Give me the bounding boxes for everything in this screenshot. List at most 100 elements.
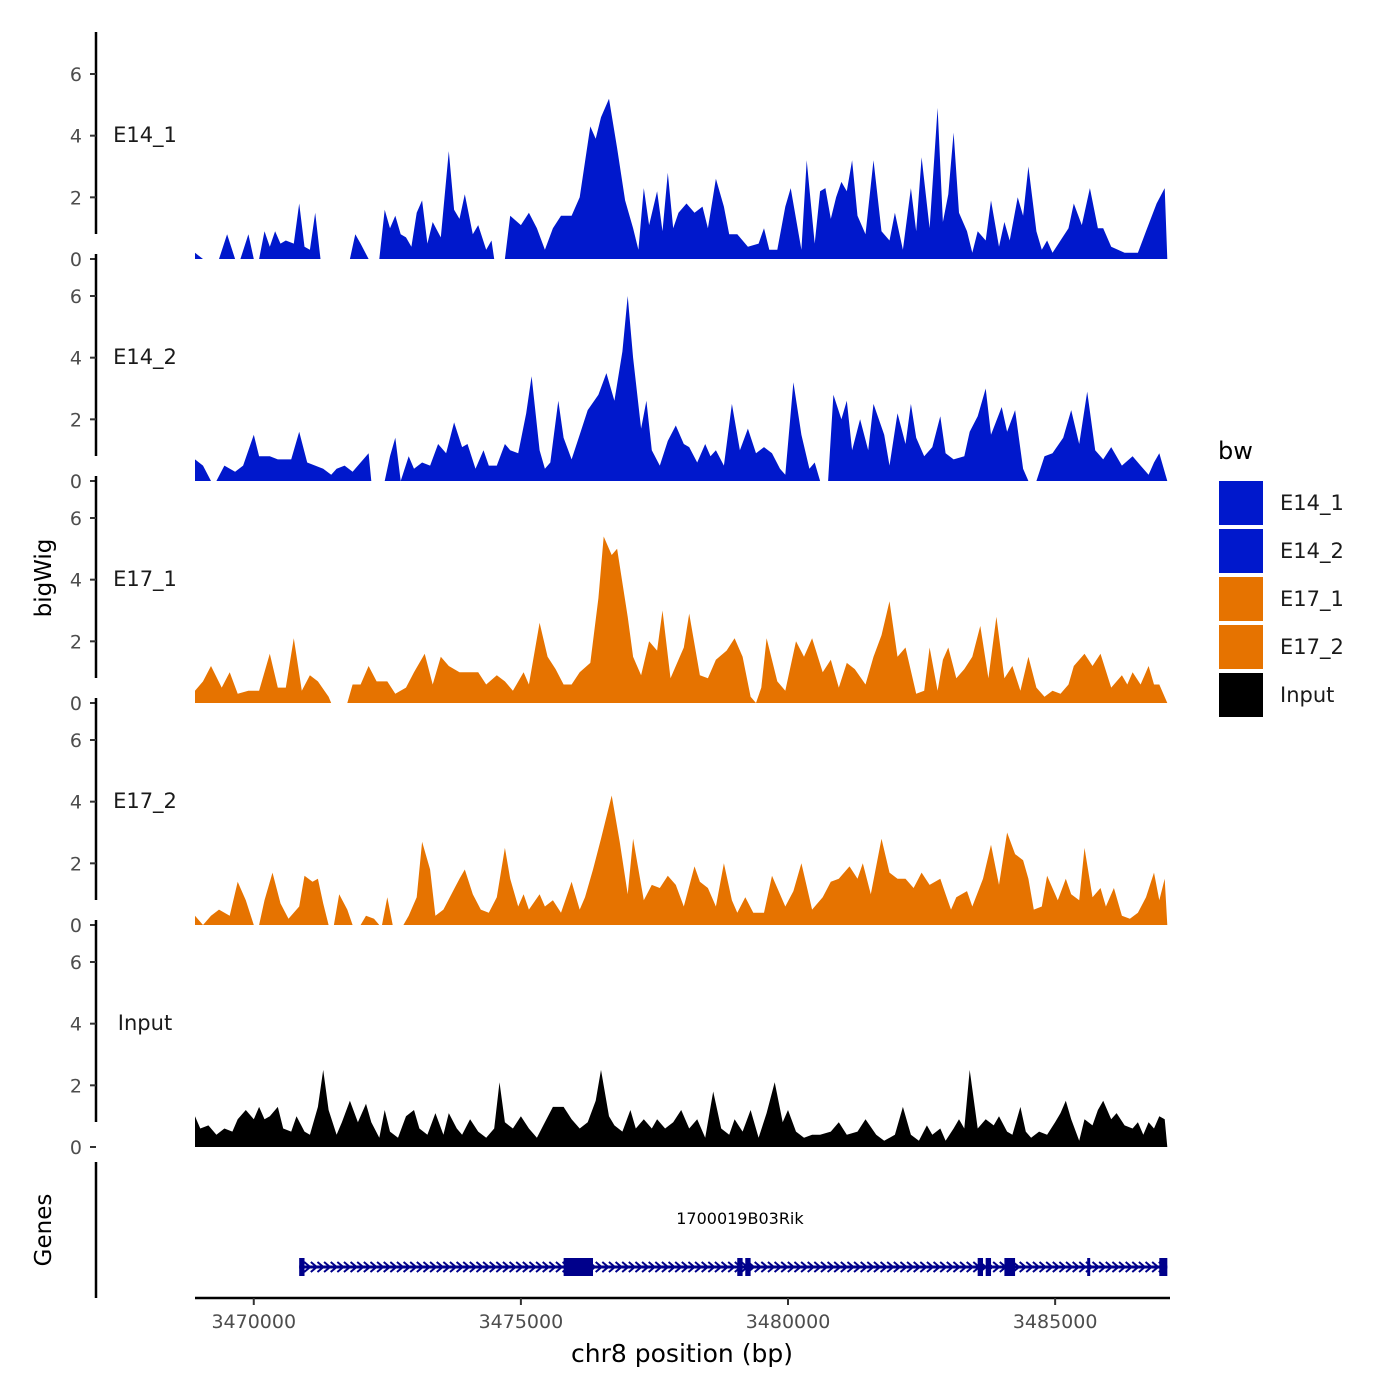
y-tick-label: 6: [70, 508, 82, 530]
gene-exon: [737, 1258, 743, 1276]
strand-arrow: [1038, 1261, 1048, 1273]
track-label-e14_1: E14_1: [113, 123, 177, 148]
strand-arrow: [323, 1261, 332, 1273]
legend-label-e14_2: E14_2: [1280, 539, 1344, 564]
strand-arrow: [555, 1261, 564, 1273]
strand-arrow: [899, 1261, 908, 1273]
strand-arrow: [608, 1261, 617, 1273]
strand-arrow: [621, 1261, 630, 1273]
y-tick-label: 2: [70, 409, 82, 431]
strand-arrow: [316, 1261, 326, 1273]
strand-arrow: [780, 1261, 789, 1273]
y-tick-label: 2: [70, 187, 82, 209]
strand-arrow: [614, 1261, 624, 1273]
track-label-e17_2: E17_2: [113, 789, 177, 814]
strand-arrow: [482, 1261, 491, 1273]
strand-arrow: [800, 1261, 809, 1273]
strand-arrow: [992, 1261, 1001, 1273]
strand-arrow: [701, 1261, 710, 1273]
strand-arrow: [349, 1261, 359, 1273]
x-axis-label: chr8 position (bp): [571, 1339, 793, 1368]
strand-arrow: [508, 1261, 518, 1273]
strand-arrow: [548, 1261, 557, 1273]
track-e14_2: 0 2 4 6 E14_2: [70, 254, 1168, 493]
strand-arrow: [813, 1261, 822, 1273]
signal-area-e14_2: [195, 296, 1168, 481]
strand-arrow: [661, 1261, 670, 1273]
strand-arrow: [952, 1261, 961, 1273]
y-tick-label: 4: [70, 570, 82, 592]
strand-arrow: [913, 1261, 922, 1273]
gene-exon: [563, 1258, 594, 1276]
strand-arrow: [1098, 1261, 1107, 1273]
strand-arrow: [846, 1261, 855, 1273]
strand-arrow: [820, 1261, 829, 1273]
strand-arrow: [939, 1261, 948, 1273]
strand-arrow: [807, 1261, 816, 1273]
y-tick-label: 4: [70, 126, 82, 148]
strand-arrow: [330, 1261, 339, 1273]
x-tick-label: 3480000: [746, 1311, 831, 1333]
strand-arrow: [595, 1261, 604, 1273]
strand-arrow: [966, 1261, 975, 1273]
strand-arrow: [396, 1261, 405, 1273]
y-tick-label: 2: [70, 1075, 82, 1097]
strand-arrow: [1052, 1261, 1061, 1273]
strand-arrow: [727, 1261, 736, 1273]
strand-arrow: [422, 1261, 431, 1273]
strand-arrow: [1045, 1261, 1054, 1273]
strand-arrow: [1032, 1261, 1041, 1273]
x-tick-label: 3475000: [479, 1311, 564, 1333]
y-tick-label: 0: [70, 915, 82, 937]
strand-arrow: [429, 1261, 438, 1273]
strand-arrow: [1105, 1261, 1114, 1273]
strand-arrow: [687, 1261, 696, 1273]
y-tick-label: 2: [70, 853, 82, 875]
strand-arrow: [1151, 1261, 1160, 1273]
gene-exon: [1087, 1258, 1091, 1276]
strand-arrow: [879, 1261, 889, 1273]
y-tick-label: 0: [70, 471, 82, 493]
strand-arrow: [886, 1261, 895, 1273]
strand-arrow: [946, 1261, 955, 1273]
strand-arrow: [1072, 1261, 1081, 1273]
strand-arrow: [1058, 1261, 1067, 1273]
y-axis-label: bigWig: [31, 539, 57, 618]
legend-label-e14_1: E14_1: [1280, 491, 1344, 516]
gene-exon: [1004, 1258, 1016, 1276]
strand-arrow: [1065, 1261, 1074, 1273]
legend-swatch-e17_2: [1217, 623, 1265, 671]
strand-arrow: [667, 1261, 677, 1273]
strand-arrow: [522, 1261, 531, 1273]
strand-arrow: [369, 1261, 379, 1273]
strand-arrow: [442, 1261, 451, 1273]
strand-arrow: [919, 1261, 928, 1273]
strand-arrow: [376, 1261, 385, 1273]
y-tick-label: 4: [70, 792, 82, 814]
strand-arrow: [714, 1261, 723, 1273]
strand-arrow: [528, 1261, 537, 1273]
strand-arrow: [648, 1261, 657, 1273]
strand-arrow: [760, 1261, 769, 1273]
gene-exon: [1159, 1258, 1168, 1276]
signal-area-e17_2: [195, 795, 1168, 925]
strand-arrow: [601, 1261, 610, 1273]
strand-arrow: [634, 1261, 643, 1273]
strand-arrow: [515, 1261, 524, 1273]
strand-arrow: [1131, 1261, 1140, 1273]
strand-arrow: [628, 1261, 637, 1273]
legend-swatch-e14_1: [1217, 479, 1265, 527]
legend-swatch-e14_2: [1217, 527, 1265, 575]
strand-arrow: [654, 1261, 663, 1273]
strand-arrow: [932, 1261, 942, 1273]
strand-arrow: [1144, 1261, 1154, 1273]
strand-arrow: [641, 1261, 650, 1273]
strand-arrow: [926, 1261, 935, 1273]
strand-arrow: [389, 1261, 398, 1273]
y-tick-label: 6: [70, 730, 82, 752]
strand-arrow: [767, 1261, 776, 1273]
strand-arrow: [336, 1261, 345, 1273]
track-e17_2: 0 2 4 6 E17_2: [70, 698, 1168, 937]
strand-arrow: [436, 1261, 445, 1273]
